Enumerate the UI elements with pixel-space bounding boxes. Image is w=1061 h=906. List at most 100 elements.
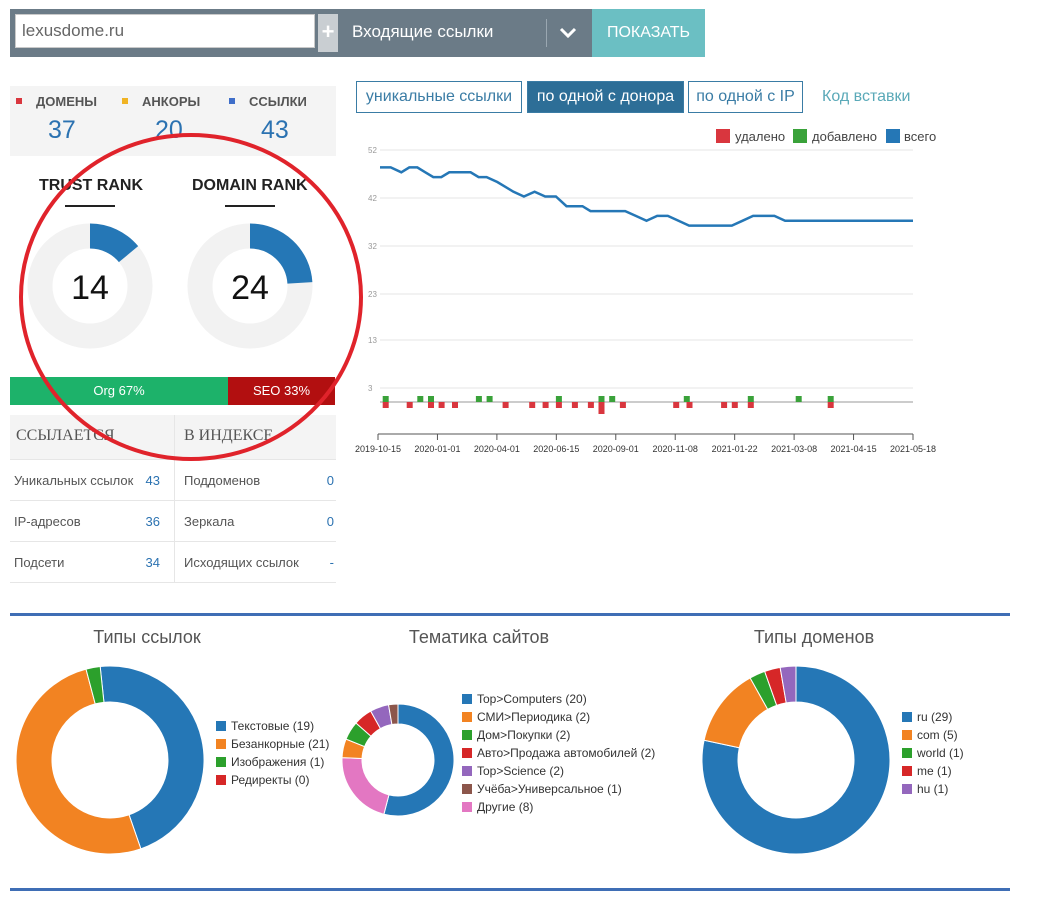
domains-marker (16, 98, 22, 104)
embed-code-link[interactable]: Код вставки (822, 88, 911, 105)
legend-item[interactable]: me (1) (902, 762, 964, 780)
legend-item[interactable]: Дом>Покупки (2) (462, 726, 655, 744)
site-topics-legend: Top>Computers (20) СМИ>Периодика (2) Дом>П… (462, 690, 655, 816)
mode-select[interactable]: Входящие ссылки (352, 22, 494, 41)
y-tick-label: 23 (368, 290, 377, 299)
y-tick-label: 32 (368, 242, 377, 251)
legend-label: СМИ>Периодика (2) (477, 710, 591, 724)
section-divider (10, 888, 1010, 891)
legend-item[interactable]: world (1) (902, 744, 964, 762)
links-history-chart: 52 42 32 23 13 3 2019-10-15 2020-01-01 2020-04-0… (355, 146, 936, 454)
added-bar (795, 396, 802, 402)
pie-slice (15, 668, 142, 855)
stat-domains-value[interactable]: 37 (48, 116, 76, 144)
show-button[interactable]: ПОКАЗАТЬ (592, 9, 705, 57)
legend-item[interactable]: hu (1) (902, 780, 964, 798)
removed-bar (382, 402, 389, 408)
trust-rank-underline (65, 205, 115, 207)
legend-item[interactable]: СМИ>Периодика (2) (462, 708, 655, 726)
legend-label: Top>Science (2) (477, 764, 565, 778)
x-tick-label: 2021-04-15 (831, 444, 877, 454)
x-tick-label: 2020-04-01 (474, 444, 520, 454)
legend-swatch (462, 730, 472, 740)
legend-item[interactable]: Текстовые (19) (216, 717, 329, 735)
anchors-marker (122, 98, 128, 104)
section-divider (10, 613, 1010, 616)
legend-label: hu (1) (917, 782, 949, 796)
add-domain-button[interactable]: + (318, 14, 338, 52)
legend-swatch (902, 748, 912, 758)
legend-item[interactable]: Редиректы (0) (216, 771, 329, 789)
row-mirrors-label: Зеркала (184, 514, 235, 529)
added-bar (382, 396, 389, 402)
pie-slice (387, 703, 399, 726)
tab-one-per-ip[interactable]: по одной с IP (688, 81, 803, 113)
added-bar (683, 396, 690, 402)
legend-swatch (462, 748, 472, 758)
row-outgoing-label: Исходящих ссылок (184, 555, 299, 570)
site-topics-donut (341, 703, 455, 817)
row-ip-label: IP-адресов (14, 514, 81, 529)
tab-unique-links[interactable]: уникальные ссылки (356, 81, 522, 113)
stat-domains-label: ДОМЕНЫ (36, 94, 97, 109)
added-bar (555, 396, 562, 402)
series-total-line (380, 166, 913, 227)
pie-slice (383, 703, 455, 817)
legend-item[interactable]: Top>Computers (20) (462, 690, 655, 708)
legend-added-label: добавлено (812, 129, 878, 144)
legend-swatch (216, 739, 226, 749)
legend-item[interactable]: Безанкорные (21) (216, 735, 329, 753)
stat-links-value[interactable]: 43 (261, 116, 289, 144)
removed-bar (619, 402, 626, 408)
link-types-title: Типы ссылок (93, 627, 201, 647)
legend-item[interactable]: ru (29) (902, 708, 964, 726)
legend-item[interactable]: com (5) (902, 726, 964, 744)
legend-item[interactable]: Авто>Продажа автомобилей (2) (462, 744, 655, 762)
removed-bar (542, 402, 549, 408)
rank-gauges: 14 24 (27, 223, 313, 349)
removed-bar (598, 402, 605, 414)
row-subnets-label: Подсети (14, 555, 65, 570)
x-tick-label: 2019-10-15 (355, 444, 401, 454)
row-ip-value[interactable]: 36 (145, 514, 160, 529)
indexed-header: В ИНДЕКСЕ (184, 427, 274, 444)
legend-total-label: всего (904, 129, 937, 144)
removed-bar (747, 402, 754, 408)
domain-types-title: Типы доменов (753, 627, 875, 647)
x-tick-label: 2020-06-15 (533, 444, 579, 454)
row-unique-links-value[interactable]: 43 (145, 473, 160, 488)
x-tick-label: 2020-01-01 (414, 444, 460, 454)
legend-label: ru (29) (917, 710, 953, 724)
domain-input[interactable] (15, 14, 315, 48)
row-divider (10, 582, 336, 583)
legend-total-swatch (886, 129, 900, 143)
seo-bar: SEO 33% (228, 377, 335, 405)
legend-label: com (5) (917, 728, 958, 742)
x-tick-label: 2021-01-22 (712, 444, 758, 454)
legend-label: me (1) (917, 764, 952, 778)
legend-item[interactable]: Учёба>Универсальное (1) (462, 780, 655, 798)
added-bar (486, 396, 493, 402)
legend-item[interactable]: Top>Science (2) (462, 762, 655, 780)
legend-added-swatch (793, 129, 807, 143)
removed-bar (721, 402, 728, 408)
legend-swatch (216, 775, 226, 785)
removed-bar (438, 402, 445, 408)
links-marker (229, 98, 235, 104)
row-divider (10, 541, 336, 542)
removed-bar (571, 402, 578, 408)
legend-label: Учёба>Универсальное (1) (477, 782, 622, 796)
domain-rank-title: DOMAIN RANK (192, 177, 308, 194)
chevron-down-icon[interactable] (556, 20, 580, 46)
legend-item[interactable]: Изображения (1) (216, 753, 329, 771)
legend-swatch (462, 784, 472, 794)
row-subdomains-label: Поддоменов (184, 473, 261, 488)
legend-label: Изображения (1) (231, 755, 325, 769)
added-bar (747, 396, 754, 402)
removed-bar (555, 402, 562, 408)
legend-item[interactable]: Другие (8) (462, 798, 655, 816)
legend-swatch (902, 766, 912, 776)
referring-header: ССЫЛАЕТСЯ (16, 427, 115, 444)
removed-bar (587, 402, 594, 408)
tab-one-per-donor[interactable]: по одной с донора (527, 81, 684, 113)
